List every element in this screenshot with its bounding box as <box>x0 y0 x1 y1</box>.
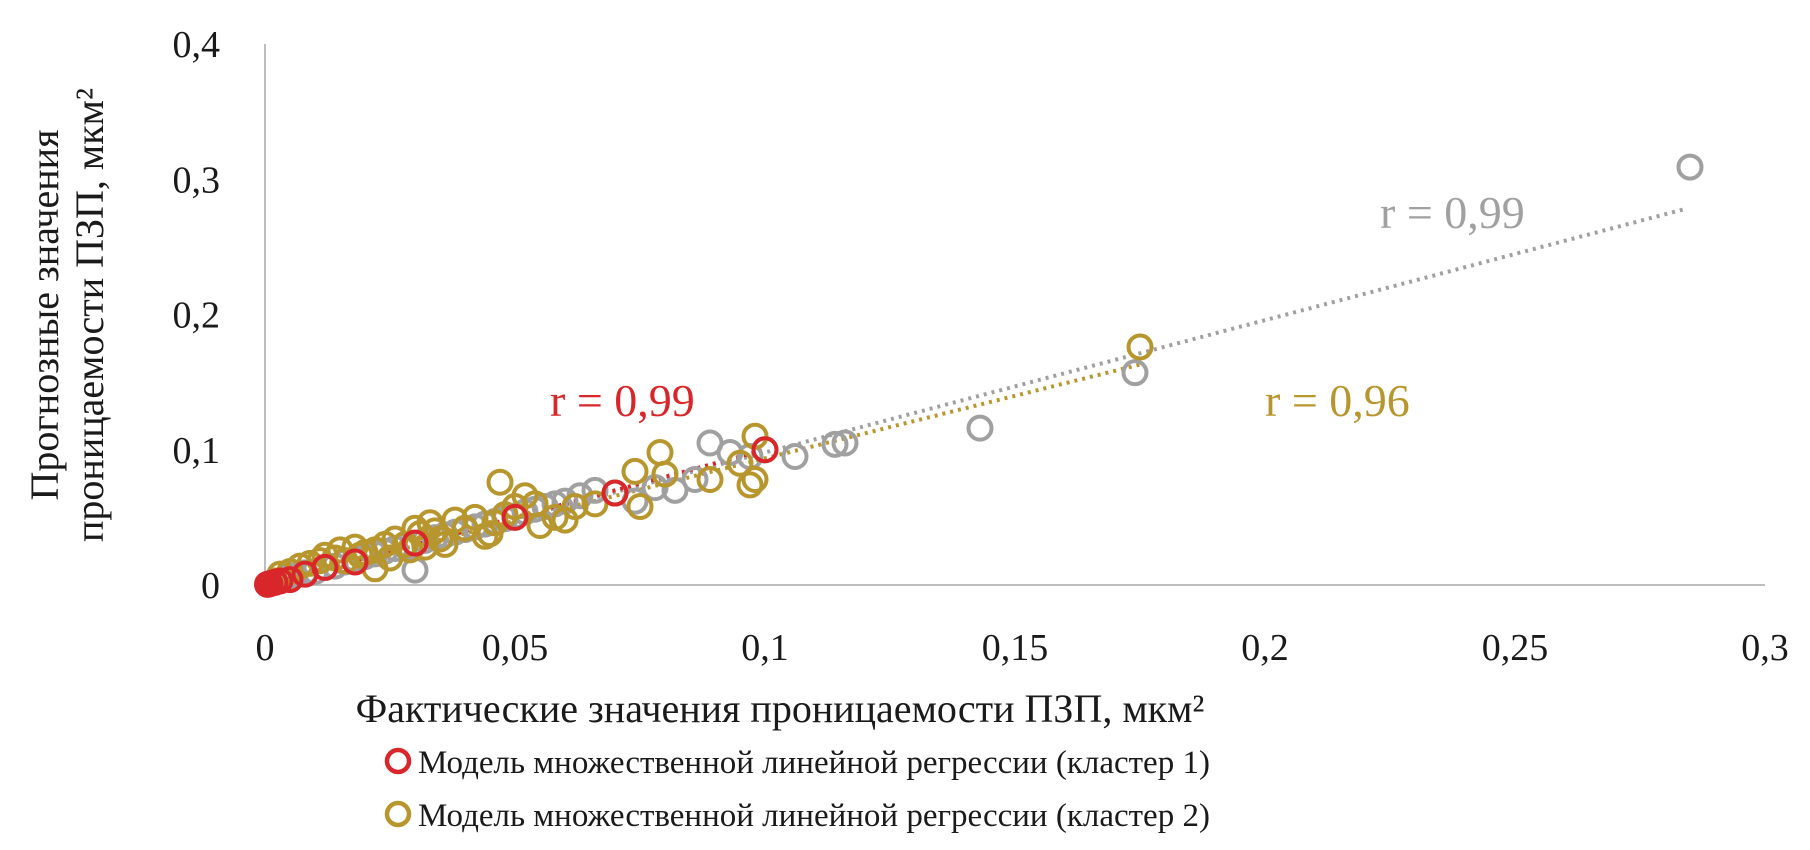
data-point-series-3 <box>831 429 859 457</box>
data-point-series-1 <box>311 553 339 581</box>
y-axis-title-line1: Прогнозные значения <box>22 130 67 501</box>
data-point-series-2 <box>486 468 514 496</box>
data-points <box>254 153 1704 598</box>
x-tick-label: 0,1 <box>741 627 789 669</box>
y-tick-label: 0,3 <box>173 159 221 201</box>
data-point-series-3 <box>781 443 809 471</box>
data-point-series-2 <box>696 466 724 494</box>
data-point-series-2 <box>526 511 554 539</box>
data-point-series-2 <box>1126 333 1154 361</box>
data-point-series-3 <box>681 466 709 494</box>
data-point-series-1 <box>256 573 279 596</box>
y-tick-label: 0,1 <box>173 430 221 472</box>
x-tick-label: 0,15 <box>982 627 1049 669</box>
correlation-labels: r = 0,99 r = 0,96 r = 0,99 <box>550 187 1525 426</box>
data-point-series-1 <box>501 503 529 531</box>
data-point-series-2 <box>741 466 769 494</box>
y-tick-label: 0,2 <box>173 295 221 337</box>
x-tick-label: 0 <box>256 627 275 669</box>
data-point-series-1 <box>751 436 779 464</box>
data-point-series-3 <box>581 476 609 504</box>
y-tick-label: 0 <box>201 565 220 607</box>
r-label-series-2: r = 0,96 <box>1265 375 1410 426</box>
data-point-series-2 <box>581 490 609 518</box>
data-point-series-1 <box>401 529 429 557</box>
data-point-series-1 <box>601 479 629 507</box>
data-point-series-3 <box>1121 359 1149 387</box>
legend-marker-cluster-2 <box>384 800 412 828</box>
data-point-series-1 <box>276 566 304 594</box>
data-point-series-2 <box>431 530 459 558</box>
x-tick-label: 0,05 <box>482 627 549 669</box>
x-tick-label: 0,3 <box>1741 627 1789 669</box>
legend-label-cluster-1: Модель множественной линейной регрессии … <box>418 745 1210 781</box>
r-label-series-3: r = 0,99 <box>1380 187 1525 238</box>
x-axis-title: Фактические значения проницаемости ПЗП, … <box>356 686 1205 731</box>
data-point-series-2 <box>646 438 674 466</box>
legend-marker-cluster-1 <box>384 747 412 775</box>
data-point-series-3 <box>821 430 849 458</box>
data-point-series-2 <box>621 457 649 485</box>
legend-label-cluster-2: Модель множественной линейной регрессии … <box>418 798 1210 834</box>
data-point-series-3 <box>966 414 994 442</box>
r-label-series-1: r = 0,99 <box>550 375 695 426</box>
axes <box>264 44 1765 586</box>
data-point-series-2 <box>736 471 764 499</box>
tick-labels: 0 0,05 0,1 0,15 0,2 0,25 0,3 0 0,1 0,2 0,3 0,4 <box>173 24 1789 669</box>
legend: Модель множественной линейной регрессии … <box>384 745 1210 834</box>
y-axis-title-line2: проницаемости ПЗП, мкм² <box>67 88 112 542</box>
data-point-series-2 <box>651 460 679 488</box>
data-point-series-2 <box>726 449 754 477</box>
data-point-series-2 <box>426 525 454 553</box>
data-point-series-2 <box>561 493 589 521</box>
x-tick-label: 0,2 <box>1241 627 1289 669</box>
data-point-series-2 <box>626 493 654 521</box>
data-point-series-3 <box>1676 153 1704 181</box>
y-tick-label: 0,4 <box>173 24 221 66</box>
x-tick-label: 0,25 <box>1482 627 1549 669</box>
data-point-series-1 <box>341 548 369 576</box>
